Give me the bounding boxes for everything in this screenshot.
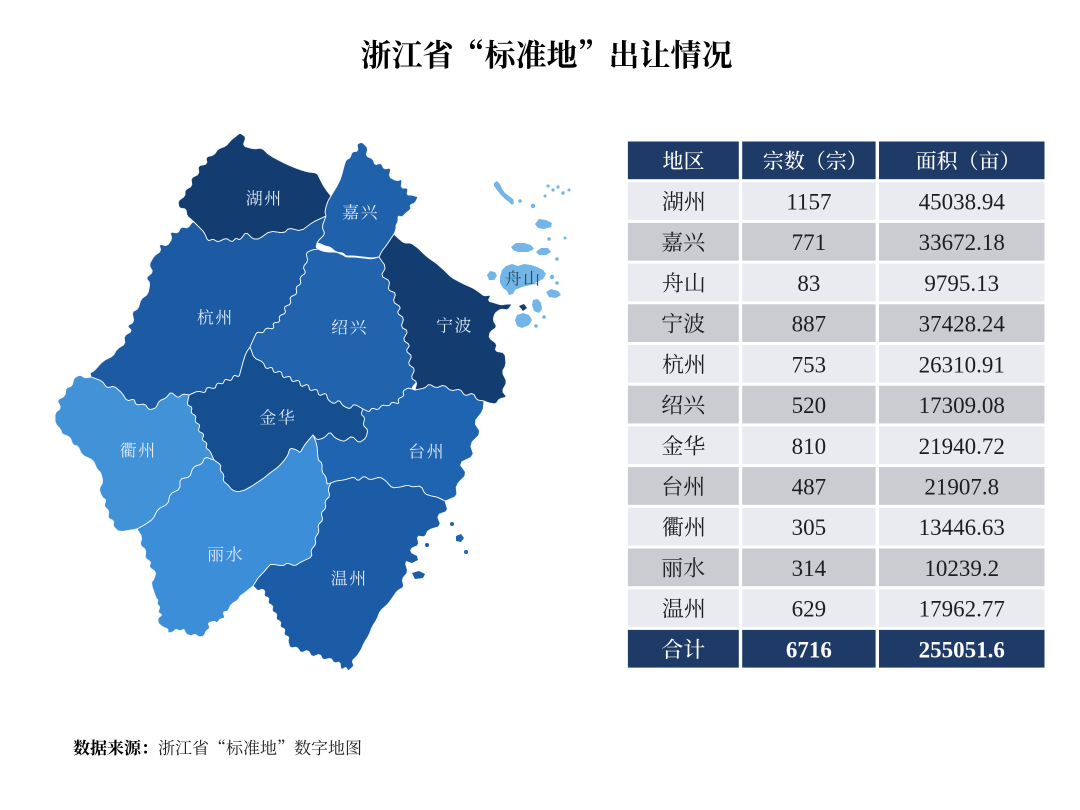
svg-text:37428.24: 37428.24 [919,312,1006,337]
svg-text:13446.63: 13446.63 [919,515,1005,540]
svg-text:6716: 6716 [786,637,832,662]
svg-text:10239.2: 10239.2 [924,556,999,581]
svg-text:21940.72: 21940.72 [919,434,1005,459]
svg-text:487: 487 [792,475,827,500]
svg-text:810: 810 [792,434,827,459]
svg-text:26310.91: 26310.91 [919,352,1005,377]
svg-text:17309.08: 17309.08 [919,393,1005,418]
svg-text:83: 83 [797,271,820,296]
svg-text:887: 887 [792,312,827,337]
svg-text:21907.8: 21907.8 [924,475,999,500]
svg-text:629: 629 [792,597,827,622]
svg-text:9795.13: 9795.13 [924,271,999,296]
svg-text:33672.18: 33672.18 [919,230,1005,255]
svg-text:520: 520 [792,393,827,418]
svg-text:17962.77: 17962.77 [919,597,1005,622]
svg-text:771: 771 [792,230,827,255]
svg-text:753: 753 [792,352,827,377]
svg-text:314: 314 [792,556,827,581]
svg-text:45038.94: 45038.94 [919,190,1006,215]
svg-text:305: 305 [792,515,827,540]
svg-text:255051.6: 255051.6 [919,637,1005,662]
svg-text:1157: 1157 [786,190,831,215]
